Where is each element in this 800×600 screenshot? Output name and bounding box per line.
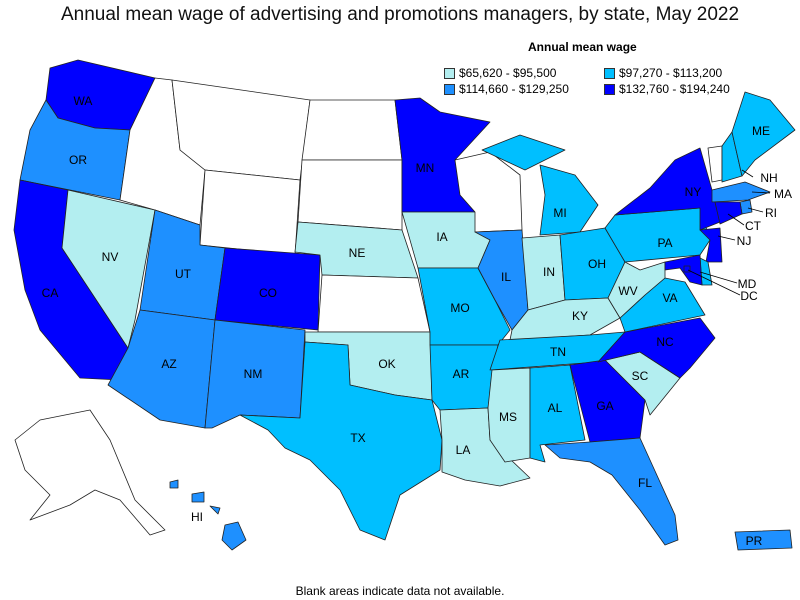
state-label-MI: MI: [553, 206, 566, 220]
state-VT[interactable]: [707, 145, 723, 183]
state-HI[interactable]: [169, 479, 247, 551]
state-WY[interactable]: [199, 169, 301, 256]
state-label-IL: IL: [501, 270, 511, 284]
state-TX[interactable]: [239, 341, 443, 541]
legend-item-3: $114,660 - $129,250: [444, 82, 569, 96]
legend-swatch-4: [604, 83, 615, 95]
state-label-TN: TN: [550, 345, 566, 359]
state-label-WV: WV: [618, 284, 637, 298]
state-ND[interactable]: [301, 99, 403, 161]
state-label-KY: KY: [572, 309, 588, 323]
state-label-IA: IA: [436, 230, 447, 244]
state-CT[interactable]: [714, 201, 743, 225]
state-label-MD: MD: [738, 277, 757, 291]
state-label-SC: SC: [632, 369, 649, 383]
legend-label-1: $65,620 - $95,500: [459, 66, 557, 80]
state-label-MO: MO: [450, 301, 469, 315]
footnote: Blank areas indicate data not available.: [295, 584, 505, 598]
state-label-RI: RI: [765, 206, 777, 220]
state-label-AZ: AZ: [161, 357, 176, 371]
legend-item-1: $65,620 - $95,500: [444, 66, 556, 80]
state-label-NC: NC: [656, 335, 674, 349]
state-AK[interactable]: [14, 409, 166, 536]
state-ME[interactable]: [731, 91, 796, 177]
state-label-MS: MS: [499, 410, 517, 424]
state-label-NH: NH: [760, 171, 777, 185]
state-labels: WA OR CA NV UT AZ CO NM NE OK TX MN IA M…: [42, 94, 792, 548]
state-label-NY: NY: [685, 185, 702, 199]
state-label-VA: VA: [662, 291, 677, 305]
state-label-CT: CT: [745, 219, 762, 233]
legend-item-2: $97,270 - $113,200: [604, 66, 722, 80]
state-label-TX: TX: [350, 431, 365, 445]
state-label-FL: FL: [638, 476, 652, 490]
state-label-CO: CO: [259, 286, 277, 300]
state-label-OH: OH: [588, 257, 606, 271]
state-label-PA: PA: [657, 236, 672, 250]
state-label-CA: CA: [42, 286, 59, 300]
state-label-OK: OK: [378, 357, 395, 371]
legend-swatch-1: [444, 67, 455, 79]
state-label-NJ: NJ: [737, 234, 752, 248]
state-label-GA: GA: [596, 399, 613, 413]
state-label-HI: HI: [191, 510, 203, 524]
state-label-NM: NM: [244, 367, 263, 381]
legend-label-2: $97,270 - $113,200: [619, 66, 723, 80]
legend-title: Annual mean wage: [528, 40, 637, 54]
state-MA[interactable]: [711, 181, 771, 203]
legend-label-4: $132,760 - $194,240: [619, 82, 730, 96]
legend-item-4: $132,760 - $194,240: [604, 82, 730, 96]
legend-label-3: $114,660 - $129,250: [459, 82, 569, 96]
legend-swatch-3: [444, 83, 455, 95]
state-label-NE: NE: [349, 246, 366, 260]
state-label-LA: LA: [456, 443, 471, 457]
state-label-ME: ME: [752, 124, 770, 138]
state-KS[interactable]: [317, 274, 431, 333]
state-label-IN: IN: [543, 265, 555, 279]
legend-swatch-2: [604, 67, 615, 79]
state-label-UT: UT: [175, 267, 192, 281]
state-MD[interactable]: [664, 254, 703, 286]
state-label-PR: PR: [746, 534, 763, 548]
state-label-WA: WA: [74, 94, 93, 108]
state-label-OR: OR: [69, 153, 87, 167]
state-PR[interactable]: [734, 529, 793, 551]
state-NV[interactable]: [61, 189, 156, 349]
state-FL[interactable]: [544, 437, 679, 546]
state-PA[interactable]: [604, 207, 711, 263]
state-SD[interactable]: [297, 159, 403, 231]
callout-lines: [687, 169, 771, 296]
state-NJ[interactable]: [699, 227, 723, 263]
state-label-NV: NV: [102, 250, 119, 264]
state-label-MA: MA: [774, 187, 792, 201]
map-title: Annual mean wage of advertising and prom…: [60, 4, 740, 25]
state-label-AR: AR: [453, 367, 470, 381]
state-label-MN: MN: [416, 161, 435, 175]
state-label-AL: AL: [548, 401, 563, 415]
state-label-DC: DC: [740, 289, 758, 303]
state-DC[interactable]: [683, 265, 691, 273]
